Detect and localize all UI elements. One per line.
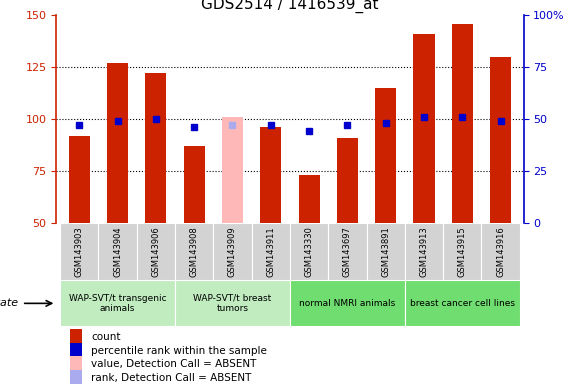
- Text: WAP-SVT/t transgenic
animals: WAP-SVT/t transgenic animals: [69, 294, 167, 313]
- Bar: [99, 223, 137, 280]
- Bar: [337, 138, 358, 223]
- Text: GSM143915: GSM143915: [458, 226, 467, 277]
- Text: WAP-SVT/t breast
tumors: WAP-SVT/t breast tumors: [193, 294, 271, 313]
- Bar: [367, 223, 405, 280]
- Bar: [298, 175, 320, 223]
- Bar: [145, 73, 167, 223]
- Bar: [70, 356, 82, 372]
- Bar: [184, 146, 205, 223]
- Bar: [60, 223, 99, 280]
- Bar: [290, 223, 328, 280]
- Bar: [481, 223, 520, 280]
- Bar: [375, 88, 396, 223]
- Text: GSM143908: GSM143908: [190, 226, 199, 277]
- Text: GSM143891: GSM143891: [381, 226, 390, 277]
- Text: count: count: [91, 332, 121, 342]
- Text: disease state: disease state: [0, 298, 18, 308]
- Text: value, Detection Call = ABSENT: value, Detection Call = ABSENT: [91, 359, 257, 369]
- Bar: [252, 223, 290, 280]
- Bar: [405, 280, 520, 326]
- Bar: [70, 329, 82, 345]
- Text: GSM143909: GSM143909: [228, 226, 237, 277]
- Bar: [175, 280, 290, 326]
- Bar: [175, 223, 213, 280]
- Bar: [222, 117, 243, 223]
- Bar: [213, 223, 252, 280]
- Bar: [290, 280, 405, 326]
- Bar: [328, 223, 367, 280]
- Bar: [137, 223, 175, 280]
- Bar: [413, 34, 435, 223]
- Bar: [70, 370, 82, 384]
- Bar: [490, 57, 511, 223]
- Title: GDS2514 / 1416539_at: GDS2514 / 1416539_at: [201, 0, 379, 13]
- Bar: [69, 136, 90, 223]
- Text: rank, Detection Call = ABSENT: rank, Detection Call = ABSENT: [91, 373, 252, 383]
- Bar: [260, 127, 282, 223]
- Text: GSM143330: GSM143330: [305, 226, 314, 277]
- Bar: [443, 223, 481, 280]
- Bar: [70, 343, 82, 359]
- Bar: [107, 63, 128, 223]
- Text: GSM143911: GSM143911: [266, 226, 275, 277]
- Text: GSM143906: GSM143906: [151, 226, 160, 277]
- Text: GSM143913: GSM143913: [419, 226, 428, 277]
- Text: GSM143916: GSM143916: [496, 226, 505, 277]
- Bar: [405, 223, 443, 280]
- Bar: [452, 24, 473, 223]
- Text: GSM143904: GSM143904: [113, 226, 122, 277]
- Text: GSM143903: GSM143903: [75, 226, 84, 277]
- Text: breast cancer cell lines: breast cancer cell lines: [410, 299, 515, 308]
- Text: percentile rank within the sample: percentile rank within the sample: [91, 346, 267, 356]
- Bar: [60, 280, 175, 326]
- Text: GSM143697: GSM143697: [343, 226, 352, 277]
- Text: normal NMRI animals: normal NMRI animals: [300, 299, 396, 308]
